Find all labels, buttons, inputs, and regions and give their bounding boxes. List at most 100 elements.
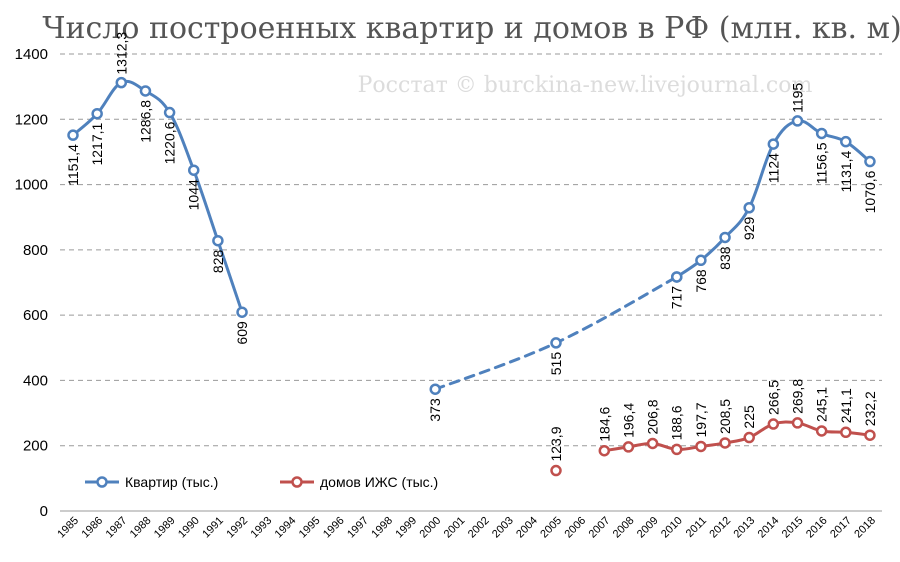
y-tick-label: 1200 — [15, 111, 48, 128]
apartments-data-label: 1131,4 — [838, 150, 854, 192]
apartments-data-label: 1151,4 — [65, 144, 81, 186]
apartments-point — [115, 76, 128, 89]
houses-data-label: 266,5 — [765, 380, 781, 415]
houses-point — [695, 440, 707, 453]
apartments-data-label: 1195 — [790, 83, 806, 113]
apartments-data-label: 828 — [210, 250, 226, 274]
apartments-point — [743, 201, 755, 214]
apartments-point — [767, 138, 780, 150]
x-tick-label: 1987 — [104, 515, 130, 541]
x-tick-label: 2003 — [490, 515, 516, 541]
apartments-point — [864, 155, 876, 168]
apartments-data-label: 373 — [427, 398, 443, 422]
houses-data-label: 206,8 — [645, 399, 661, 434]
apartments-data-label: 838 — [717, 246, 733, 270]
y-tick-label: 0 — [40, 503, 48, 520]
apartments-data-label: 1220,6 — [162, 121, 178, 164]
apartments-data-label: 1286,8 — [137, 100, 153, 143]
x-tick-label: 2005 — [538, 515, 564, 541]
apartments-point — [840, 135, 852, 148]
houses-point — [719, 437, 731, 449]
apartments-point — [815, 127, 828, 140]
houses-point — [550, 464, 562, 477]
apartments-data-label: 515 — [548, 352, 564, 376]
x-tick-label: 2006 — [562, 515, 588, 541]
houses-data-label: 208,5 — [717, 399, 733, 434]
x-tick-label: 2017 — [828, 515, 854, 541]
apartments-data-label: 1156,5 — [814, 142, 830, 184]
houses-point — [840, 426, 852, 439]
x-tick-label: 2012 — [707, 515, 733, 541]
houses-point — [671, 443, 683, 456]
apartments-point — [91, 107, 103, 120]
houses-data-label: 225 — [741, 405, 757, 429]
x-tick-label: 2010 — [659, 515, 685, 541]
y-tick-label: 600 — [23, 307, 48, 324]
apartments-data-label: 929 — [741, 217, 757, 241]
apartments-data-label: 1044 — [186, 179, 202, 210]
apartments-data-label: 1312,3 — [113, 32, 129, 75]
legend: Квартир (тыс.) домов ИЖС (тыс.) — [85, 474, 438, 490]
apartments-point — [212, 234, 224, 247]
x-tick-label: 2016 — [804, 515, 830, 541]
x-tick-label: 2002 — [466, 515, 492, 541]
x-tick-label: 1994 — [273, 515, 299, 541]
houses-data-label: 196,4 — [620, 403, 636, 438]
x-tick-label: 2011 — [684, 515, 709, 540]
y-tick-label: 400 — [23, 372, 48, 389]
watermark: Росстат © burckina-new.livejournal.com — [358, 73, 813, 98]
apartments-point — [163, 106, 176, 119]
apartments-point — [550, 337, 562, 349]
apartments-point — [139, 85, 152, 97]
houses-data-label: 188,6 — [669, 405, 685, 440]
houses-point — [767, 418, 780, 430]
apartments-data-label: 1070,6 — [862, 170, 878, 213]
x-tick-label: 1990 — [176, 515, 202, 541]
x-tick-label: 2009 — [635, 515, 661, 541]
x-tick-label: 2008 — [611, 515, 637, 541]
houses-data-label: 245,1 — [814, 387, 830, 422]
y-tick-label: 800 — [23, 242, 48, 259]
legend-swatch-marker — [96, 476, 108, 488]
grid-lines — [60, 53, 882, 447]
houses-data-label: 197,7 — [693, 402, 709, 437]
apartments-point — [719, 231, 731, 244]
x-tick-label: 1985 — [55, 515, 81, 541]
x-tick-label: 1999 — [393, 515, 419, 541]
apartments-data-label: 609 — [234, 321, 250, 345]
legend-label-apartments: Квартир (тыс.) — [125, 474, 218, 490]
x-tick-label: 2004 — [514, 515, 540, 541]
legend-label-houses: домов ИЖС (тыс.) — [320, 474, 438, 490]
apartments-data-label: 717 — [669, 286, 685, 310]
apartments-point — [791, 115, 804, 127]
apartments-data-label: 1124 — [765, 153, 781, 183]
y-tick-label: 200 — [23, 438, 48, 455]
houses-point — [743, 431, 755, 444]
apartments-data-label: 768 — [693, 269, 709, 293]
houses-data-label: 232,2 — [862, 391, 878, 426]
x-tick-label: 2015 — [780, 515, 806, 541]
x-tick-label: 1989 — [152, 515, 178, 541]
houses-data-label: 269,8 — [790, 379, 806, 414]
houses-data-label: 123,9 — [548, 426, 564, 461]
x-tick-label: 1988 — [128, 515, 154, 541]
apartments-point — [671, 271, 683, 283]
houses-point — [598, 444, 611, 457]
apartments-point — [429, 383, 441, 395]
series-lines — [67, 76, 876, 477]
x-tick-label: 2018 — [852, 515, 878, 541]
apartments-point — [695, 254, 707, 267]
x-tick-label: 1991 — [200, 515, 226, 541]
x-tick-label: 1997 — [345, 515, 371, 541]
houses-point — [815, 425, 828, 437]
legend-swatch-marker — [291, 476, 303, 488]
x-tick-label: 1995 — [297, 515, 323, 541]
data-labels: 1151,4 1217,1 1312,3 1286,8 1220,6 1044 828 609… — [65, 32, 878, 462]
x-tick-label: 1986 — [79, 515, 105, 541]
houses-data-label: 184,6 — [596, 406, 612, 441]
apartments-data-label: 1217,1 — [89, 122, 105, 165]
apartments-point — [67, 129, 79, 141]
apartments-point — [188, 164, 200, 176]
houses-point — [646, 437, 659, 450]
y-tick-label: 1400 — [15, 46, 48, 63]
